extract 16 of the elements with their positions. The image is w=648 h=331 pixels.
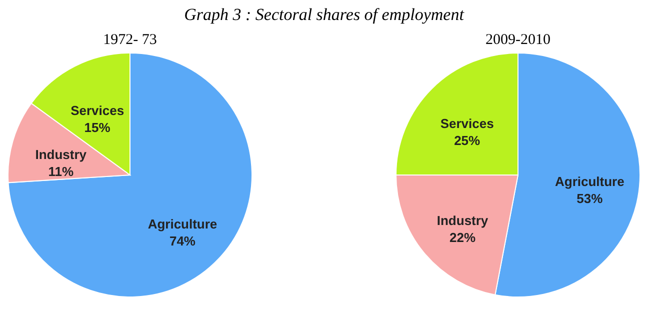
chart-title: 1972- 73 (103, 32, 157, 48)
slice-label: Agriculture (555, 174, 624, 189)
caption: Graph 3 : Sectoral shares of employment (184, 5, 466, 24)
data-label: 15% (84, 120, 111, 135)
data-label: 53% (576, 190, 604, 206)
pie-slice (8, 52, 252, 298)
slice-label: Services (440, 116, 494, 132)
slice-label: Agriculture (148, 216, 218, 232)
slice-label: Industry (436, 212, 489, 228)
data-label: 11% (48, 164, 74, 179)
slice-label: Services (70, 102, 124, 118)
chart-title: 2009-2010 (486, 32, 550, 48)
data-label: 25% (454, 133, 481, 148)
data-label: 22% (450, 230, 476, 245)
slice-label: Industry (35, 146, 88, 162)
data-label: 74% (169, 233, 196, 248)
